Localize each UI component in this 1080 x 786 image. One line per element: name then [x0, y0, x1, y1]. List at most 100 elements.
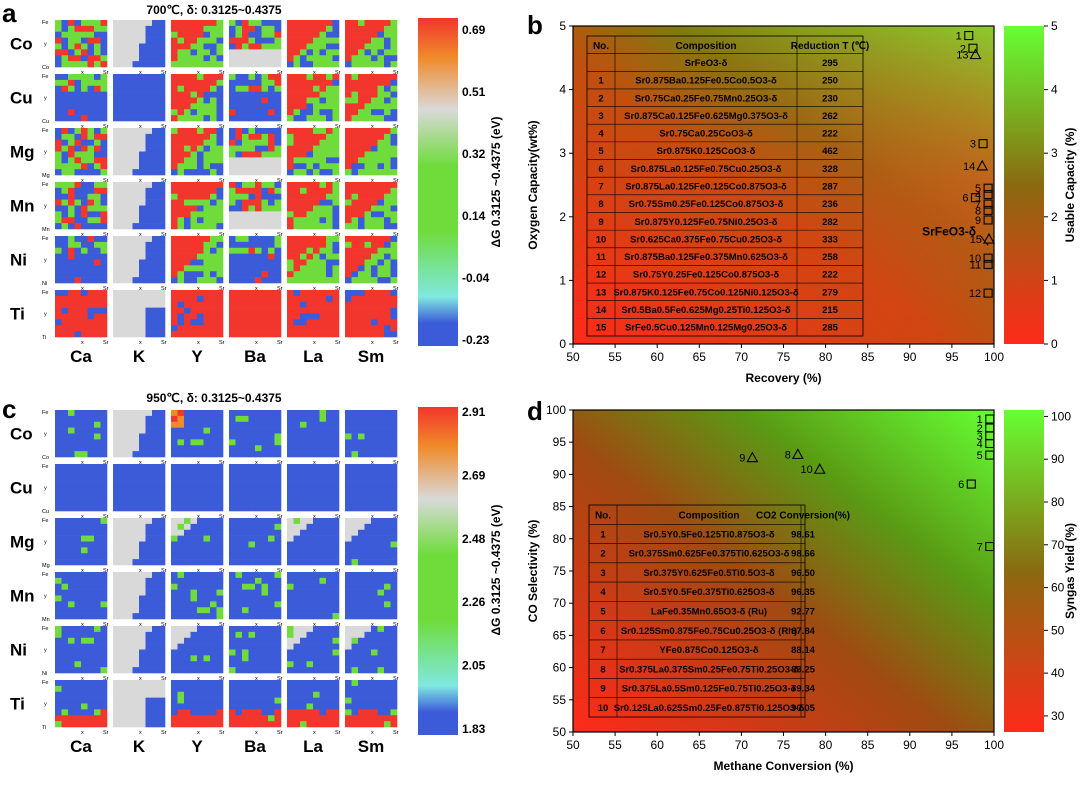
- heatmap-cell: [55, 553, 62, 559]
- heatmap-cell: [210, 559, 217, 565]
- heatmap-cell: [204, 686, 211, 692]
- heatmap-cell: [358, 152, 365, 158]
- heatmap-cell: [75, 98, 82, 104]
- heatmap-cell: [75, 434, 82, 440]
- heatmap-cell: [171, 290, 178, 296]
- heatmap-cell: [55, 686, 62, 692]
- heatmap-cell: [191, 49, 198, 55]
- heatmap-cell: [294, 319, 301, 325]
- heatmap-cell: [178, 206, 185, 212]
- heatmap-cell: [384, 578, 391, 584]
- heatmap-cell: [287, 704, 294, 710]
- heatmap-cell: [81, 290, 88, 296]
- heatmap-cell: [75, 680, 82, 686]
- heatmap-cell: [171, 518, 178, 524]
- heatmap-cell: [146, 319, 153, 325]
- heatmap-cell: [68, 254, 75, 260]
- heatmap-cell: [75, 296, 82, 302]
- heatmap-cell: [320, 206, 327, 212]
- heatmap-cell: [255, 217, 262, 223]
- heatmap-cell: [94, 499, 101, 505]
- heatmap-cell: [191, 80, 198, 86]
- heatmap-cell: [268, 265, 275, 271]
- heatmap-cell: [81, 146, 88, 152]
- heatmap-cell: [294, 308, 301, 314]
- heatmap-cell: [294, 194, 301, 200]
- heatmap-cell: [294, 607, 301, 613]
- heatmap-cell: [287, 680, 294, 686]
- heatmap-cell: [55, 661, 62, 667]
- heatmap-cell: [94, 308, 101, 314]
- heatmap-cell: [365, 74, 372, 80]
- heatmap-cell: [146, 715, 153, 721]
- heatmap-cell: [178, 607, 185, 613]
- heatmap-cell: [191, 698, 198, 704]
- heatmap-cell: [159, 20, 166, 26]
- heatmap-cell: [300, 559, 307, 565]
- heatmap-cell: [184, 524, 191, 530]
- heatmap-cell: [191, 140, 198, 146]
- heatmap-cell: [171, 547, 178, 553]
- heatmap-cell: [365, 248, 372, 254]
- heatmap-cell: [294, 445, 301, 451]
- heatmap-cell: [326, 271, 333, 277]
- heatmap-cell: [249, 152, 256, 158]
- heatmap-cell: [236, 331, 243, 337]
- heatmap-cell: [391, 488, 398, 494]
- heatmap-cell: [55, 422, 62, 428]
- heatmap-cell: [242, 242, 249, 248]
- heatmap-cell: [62, 32, 69, 38]
- heatmap-cell: [236, 314, 243, 320]
- heatmap-cell: [159, 109, 166, 115]
- heatmap-cell: [55, 721, 62, 727]
- heatmap-cell: [152, 308, 159, 314]
- heatmap-cell: [345, 559, 352, 565]
- heatmap-cell: [101, 271, 108, 277]
- heatmap-cell: [384, 44, 391, 50]
- heatmap-cell: [210, 416, 217, 422]
- heatmap-cell: [229, 236, 236, 242]
- heatmap-cell: [197, 290, 204, 296]
- heatmap-cell: [268, 530, 275, 536]
- heatmap-cell: [184, 86, 191, 92]
- heatmap-cell: [320, 578, 327, 584]
- heatmap-cell: [133, 134, 140, 140]
- heatmap-cell: [197, 157, 204, 163]
- heatmap-cell: [229, 482, 236, 488]
- heatmap-cell: [275, 524, 282, 530]
- heatmap-cell: [210, 194, 217, 200]
- heatmap-cell: [62, 325, 69, 331]
- heatmap-cell: [62, 92, 69, 98]
- heatmap-cell: [333, 211, 340, 217]
- heatmap-cell: [191, 128, 198, 134]
- heatmap-cell: [320, 200, 327, 206]
- heatmap-cell: [333, 319, 340, 325]
- heatmap-cell: [307, 530, 314, 536]
- heatmap-cell: [300, 265, 307, 271]
- heatmap-cell: [75, 211, 82, 217]
- heatmap-cell: [294, 277, 301, 283]
- heatmap-cell: [352, 49, 359, 55]
- heatmap-cell: [294, 134, 301, 140]
- heatmap-cell: [255, 152, 262, 158]
- heatmap-cell: [204, 319, 211, 325]
- heatmap-cell: [101, 559, 108, 565]
- heatmap-cell: [378, 26, 385, 32]
- heatmap-cell: [255, 428, 262, 434]
- heatmap-cell: [378, 680, 385, 686]
- heatmap-cell: [68, 661, 75, 667]
- heatmap-cell: [255, 223, 262, 229]
- heatmap-cell: [268, 32, 275, 38]
- heatmap-cell: [255, 128, 262, 134]
- heatmap-cell: [378, 464, 385, 470]
- heatmap-cell: [262, 325, 269, 331]
- heatmap-cell: [113, 128, 120, 134]
- heatmap-cell: [217, 428, 224, 434]
- heatmap-cell: [320, 236, 327, 242]
- heatmap-cell: [229, 488, 236, 494]
- x-tick-label: 100: [984, 350, 1004, 364]
- heatmap-cell: [133, 590, 140, 596]
- heatmap-cell: [139, 601, 146, 607]
- heatmap-cell: [326, 217, 333, 223]
- heatmap-cell: [287, 607, 294, 613]
